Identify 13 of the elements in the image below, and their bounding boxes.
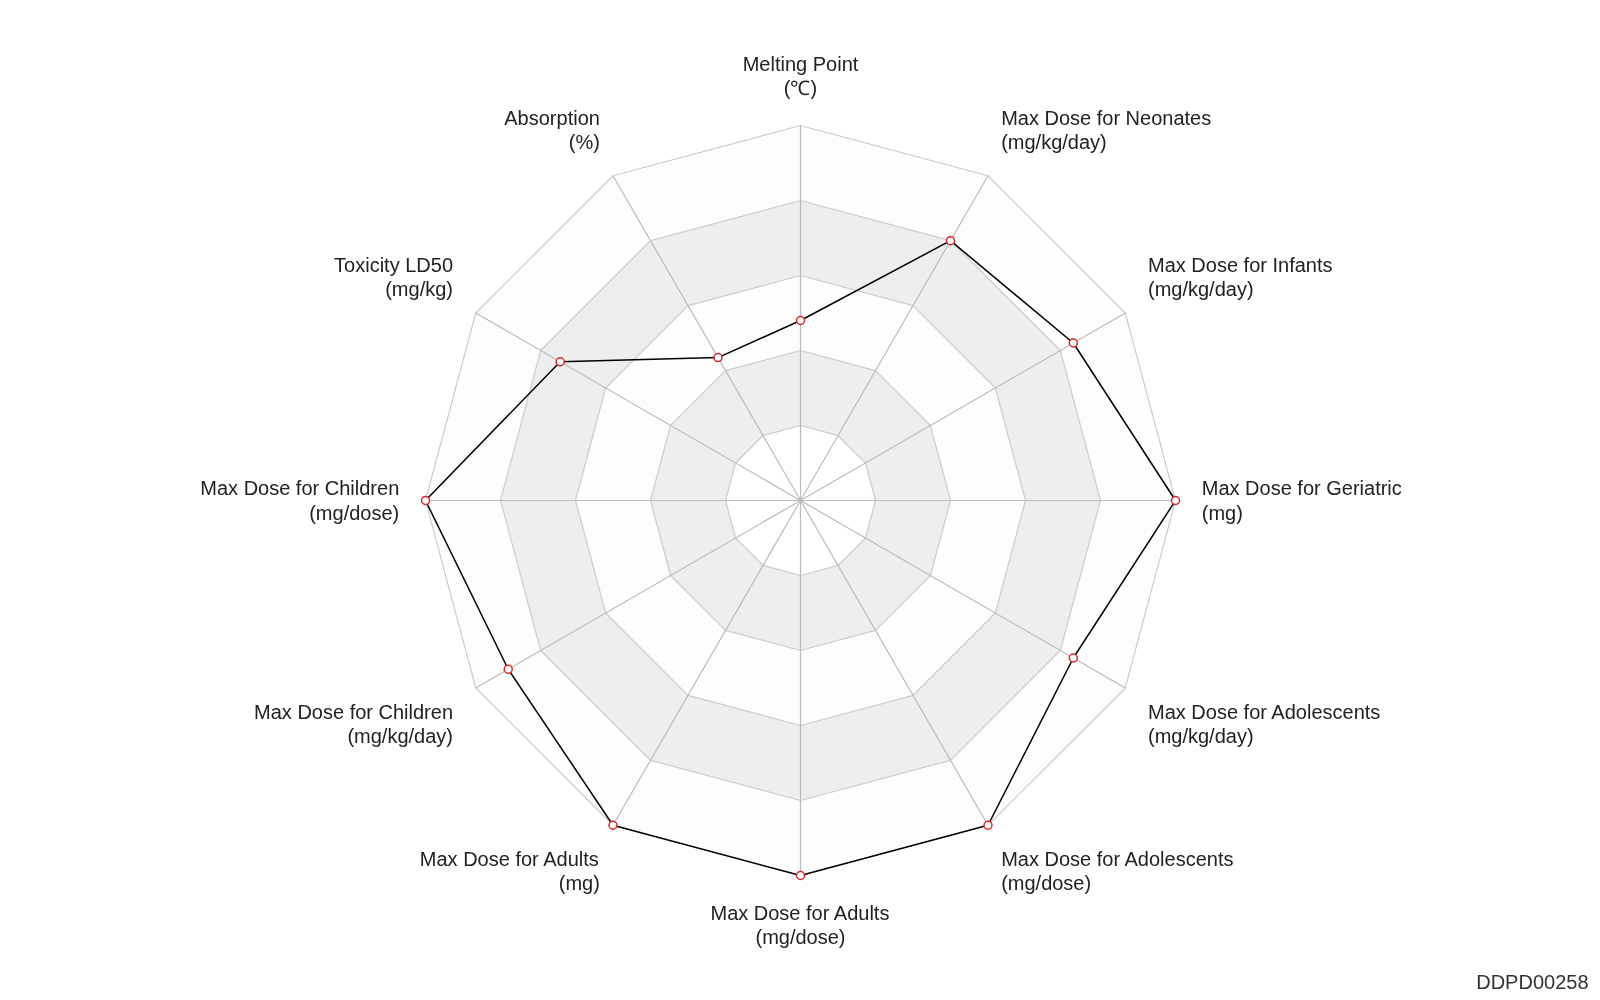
spoke-label: Max Dose for Infants (mg/kg/day) bbox=[1147, 253, 1333, 300]
spoke-label: Max Dose for Adults (mg) bbox=[419, 847, 600, 895]
spoke-label: Absorption (%) bbox=[504, 106, 600, 154]
spoke-label: Max Dose for Children (mg/dose) bbox=[200, 477, 400, 524]
spoke-label: Max Dose for Adults (mg/dose) bbox=[710, 901, 890, 948]
text: DDPD00258 bbox=[1476, 970, 1589, 993]
spoke-label: Max Dose for Neonates (mg/kg/day) bbox=[1001, 106, 1212, 154]
spoke-label: Max Dose for Adolescents (mg/dose) bbox=[1001, 847, 1234, 895]
spoke-label: Toxicity LD50 (mg/kg) bbox=[334, 253, 454, 300]
spoke-label: Max Dose for Children (mg/kg/day) bbox=[254, 701, 454, 748]
spoke-label: Max Dose for Geriatric (mg) bbox=[1201, 477, 1402, 524]
spoke-label: Melting Point (℃) bbox=[742, 53, 859, 100]
spoke-label: Max Dose for Adolescents (mg/kg/day) bbox=[1147, 701, 1381, 748]
